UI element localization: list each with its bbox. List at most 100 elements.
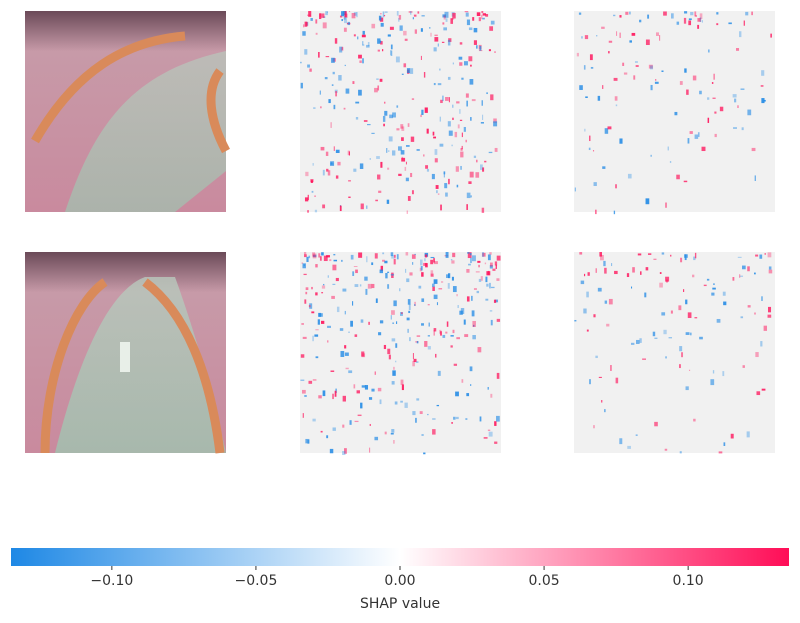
shap-speck xyxy=(455,391,459,397)
shap-speck xyxy=(344,352,349,356)
shap-speck xyxy=(333,104,336,110)
shap-speck xyxy=(460,148,463,151)
shap-speck xyxy=(472,335,476,340)
shap-speck xyxy=(768,306,772,313)
shap-speck xyxy=(437,370,441,376)
shap-speck xyxy=(357,36,359,40)
shap-speck xyxy=(317,319,320,325)
shap-speck xyxy=(421,434,424,436)
shap-speck xyxy=(485,14,489,17)
shap-speck xyxy=(362,44,365,46)
shap-speck xyxy=(444,11,449,18)
shap-speck xyxy=(359,163,364,169)
shap-speck xyxy=(592,150,595,152)
shap-speck xyxy=(387,284,390,289)
shap-speck xyxy=(338,75,342,81)
shap-speck xyxy=(613,14,616,17)
shap-speck xyxy=(407,123,410,127)
shap-speck xyxy=(342,451,346,456)
shap-speck xyxy=(415,361,419,363)
shap-speck xyxy=(443,173,445,178)
shap-speck xyxy=(461,379,464,383)
shap-speck xyxy=(659,272,662,274)
shap-speck xyxy=(468,181,472,184)
shap-speck xyxy=(391,381,395,385)
shap-speck xyxy=(481,207,485,213)
shap-speck xyxy=(437,83,442,86)
shap-speck xyxy=(723,301,727,306)
shap-speck xyxy=(664,448,668,451)
shap-speck xyxy=(480,276,483,281)
shap-speck xyxy=(684,68,687,73)
shap-speck xyxy=(466,19,471,26)
shap-speck xyxy=(743,20,745,26)
shap-speck xyxy=(355,117,359,120)
shap-speck xyxy=(416,398,420,401)
shap-speck xyxy=(469,79,474,85)
shap-speck xyxy=(400,312,403,316)
shap-speck xyxy=(470,384,472,386)
shap-speck xyxy=(586,291,589,298)
shap-speck xyxy=(493,118,497,123)
shap-speck xyxy=(382,49,384,52)
shap-speck xyxy=(486,92,488,95)
shap-speck xyxy=(409,272,413,276)
shap-speck xyxy=(322,22,327,29)
shap-speck xyxy=(461,77,464,80)
shap-speck xyxy=(703,284,707,287)
shap-speck xyxy=(302,336,307,339)
shap-speck xyxy=(420,114,422,118)
shap-speck xyxy=(395,56,400,63)
shap-speck xyxy=(371,132,375,134)
shap-speck xyxy=(334,390,337,397)
shap-speck xyxy=(494,421,497,426)
shap-speck xyxy=(441,41,445,43)
shap-speck xyxy=(713,73,715,80)
shap-speck xyxy=(740,88,745,90)
shap-speck xyxy=(333,259,338,262)
shap-speck xyxy=(311,190,314,193)
shap-speck xyxy=(694,11,697,17)
shap-speck xyxy=(665,279,668,283)
shap-speck xyxy=(434,149,438,155)
shap-speck xyxy=(465,139,467,143)
shap-speck xyxy=(325,151,329,156)
shap-speck xyxy=(477,260,481,263)
shap-speck xyxy=(383,15,386,17)
shap-speck xyxy=(467,252,470,254)
shap-speck xyxy=(747,109,752,116)
shap-speck xyxy=(333,146,335,151)
shap-speck xyxy=(404,402,408,408)
shap-speck xyxy=(389,26,394,30)
shap-speck xyxy=(683,180,688,183)
shap-speck xyxy=(690,332,692,336)
shap-speck xyxy=(426,128,429,134)
shap-speck xyxy=(448,130,453,136)
shap-speck xyxy=(754,312,756,315)
shap-speck xyxy=(427,346,431,350)
shap-speck xyxy=(439,116,441,122)
shap-speck xyxy=(676,21,680,25)
shap-speck xyxy=(719,106,724,112)
shap-speck xyxy=(496,278,500,281)
shap-speck xyxy=(312,335,314,342)
shap-speck xyxy=(358,54,362,59)
shap-background xyxy=(574,252,775,453)
shap-speck xyxy=(730,433,734,439)
shap-speck xyxy=(465,12,469,17)
shap-speck xyxy=(425,263,428,268)
shap-speck xyxy=(668,337,673,339)
shap-speck xyxy=(468,56,473,62)
shap-speck xyxy=(761,388,766,391)
shap-speck xyxy=(433,294,438,300)
colorbar-label: SHAP value xyxy=(360,596,440,612)
shap-speck xyxy=(376,78,379,80)
shap-speck xyxy=(481,252,485,257)
lane-line xyxy=(31,31,186,144)
shap-speck xyxy=(330,161,335,166)
shap-speck xyxy=(435,185,439,189)
shap-speck xyxy=(350,254,354,260)
shap-speck xyxy=(695,15,697,17)
shap-speck xyxy=(396,105,399,108)
shap-speck xyxy=(602,166,606,169)
